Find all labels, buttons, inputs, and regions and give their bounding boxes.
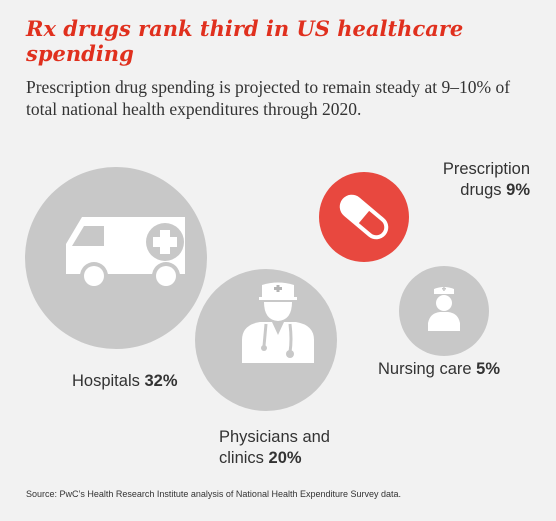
prescription-label: Prescription drugs 9%	[430, 159, 530, 201]
nursing-label: Nursing care 5%	[378, 359, 500, 380]
physicians-label: Physicians and clinics 20%	[219, 427, 330, 469]
ambulance-icon	[66, 217, 185, 290]
doctor-icon	[242, 282, 314, 363]
physicians-value: 20%	[268, 449, 302, 467]
hospitals-name: Hospitals	[72, 372, 140, 390]
nurse-icon	[428, 286, 460, 331]
page-title: Rx drugs rank third in US healthcare spe…	[26, 16, 464, 66]
physicians-name-line1: Physicians and	[219, 428, 330, 446]
prescription-value: 9%	[506, 181, 530, 199]
physicians-name-line2: clinics	[219, 449, 264, 467]
prescription-name-line2: drugs	[460, 181, 502, 199]
nursing-value: 5%	[476, 360, 500, 378]
hospitals-label: Hospitals 32%	[72, 371, 178, 392]
hospitals-value: 32%	[144, 372, 178, 390]
source-note: Source: PwC’s Health Research Institute …	[26, 489, 402, 499]
page-subtitle: Prescription drug spending is projected …	[26, 77, 511, 119]
pill-icon	[339, 194, 389, 240]
nursing-name: Nursing care	[378, 360, 472, 378]
prescription-name-line1: Prescription	[442, 160, 530, 178]
